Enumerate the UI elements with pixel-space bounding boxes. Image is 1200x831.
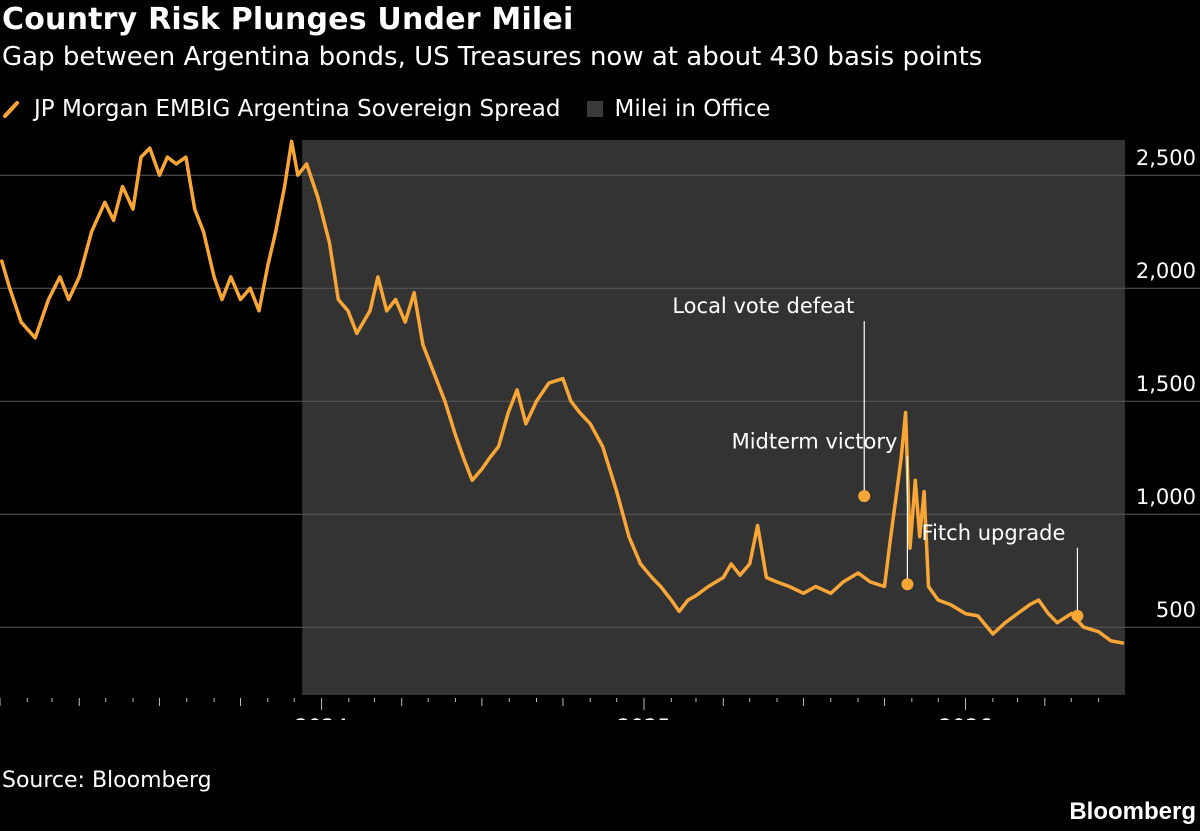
annotation-marker-2 (1071, 609, 1084, 622)
annotation-label-1: Midterm victory (732, 429, 898, 453)
y-tick-label-2500: 2,500 (1136, 146, 1196, 170)
source-note: Source: Bloomberg (2, 768, 212, 793)
milei-in-office-shade (302, 140, 1125, 695)
legend-item-spread: JP Morgan EMBIG Argentina Sovereign Spre… (2, 96, 561, 122)
legend-label-spread: JP Morgan EMBIG Argentina Sovereign Spre… (34, 96, 561, 122)
annotations: Local vote defeat Midterm victory Fitch up… (672, 294, 1084, 622)
chart-plot: 2024 2025 2026 Local vote defeat Midterm vi… (0, 139, 1200, 720)
annotation-label-0: Local vote defeat (672, 294, 854, 318)
x-tick-label-2024: 2024 (295, 715, 348, 720)
chart-title: Country Risk Plunges Under Milei (2, 2, 574, 37)
y-axis-labels: 500 1,000 1,500 2,000 2,500 (1136, 146, 1196, 622)
x-axis: 2024 2025 2026 (0, 698, 1100, 720)
y-tick-label-1500: 1,500 (1136, 372, 1196, 396)
y-tick-label-1000: 1,000 (1136, 485, 1196, 509)
milei-shaded-region (302, 140, 1125, 695)
series-line-spread (0, 139, 1125, 645)
series-line-layer (0, 139, 1125, 645)
legend-line-swatch-icon (3, 101, 19, 118)
annotation-label-2: Fitch upgrade (922, 521, 1066, 545)
y-tick-label-2000: 2,000 (1136, 259, 1196, 283)
x-tick-label-2025: 2025 (617, 715, 670, 720)
legend-shade-swatch-icon (586, 101, 603, 117)
legend: JP Morgan EMBIG Argentina Sovereign Spre… (2, 96, 796, 122)
x-tick-label-2026: 2026 (939, 715, 992, 720)
chart-subtitle: Gap between Argentina bonds, US Treasure… (2, 42, 983, 72)
annotation-marker-0 (858, 490, 871, 503)
annotation-marker-1 (901, 578, 914, 591)
legend-label-milei: Milei in Office (614, 96, 771, 122)
y-tick-label-500: 500 (1156, 598, 1196, 622)
legend-item-milei: Milei in Office (586, 96, 771, 122)
bloomberg-logo: Bloomberg (1069, 798, 1196, 825)
